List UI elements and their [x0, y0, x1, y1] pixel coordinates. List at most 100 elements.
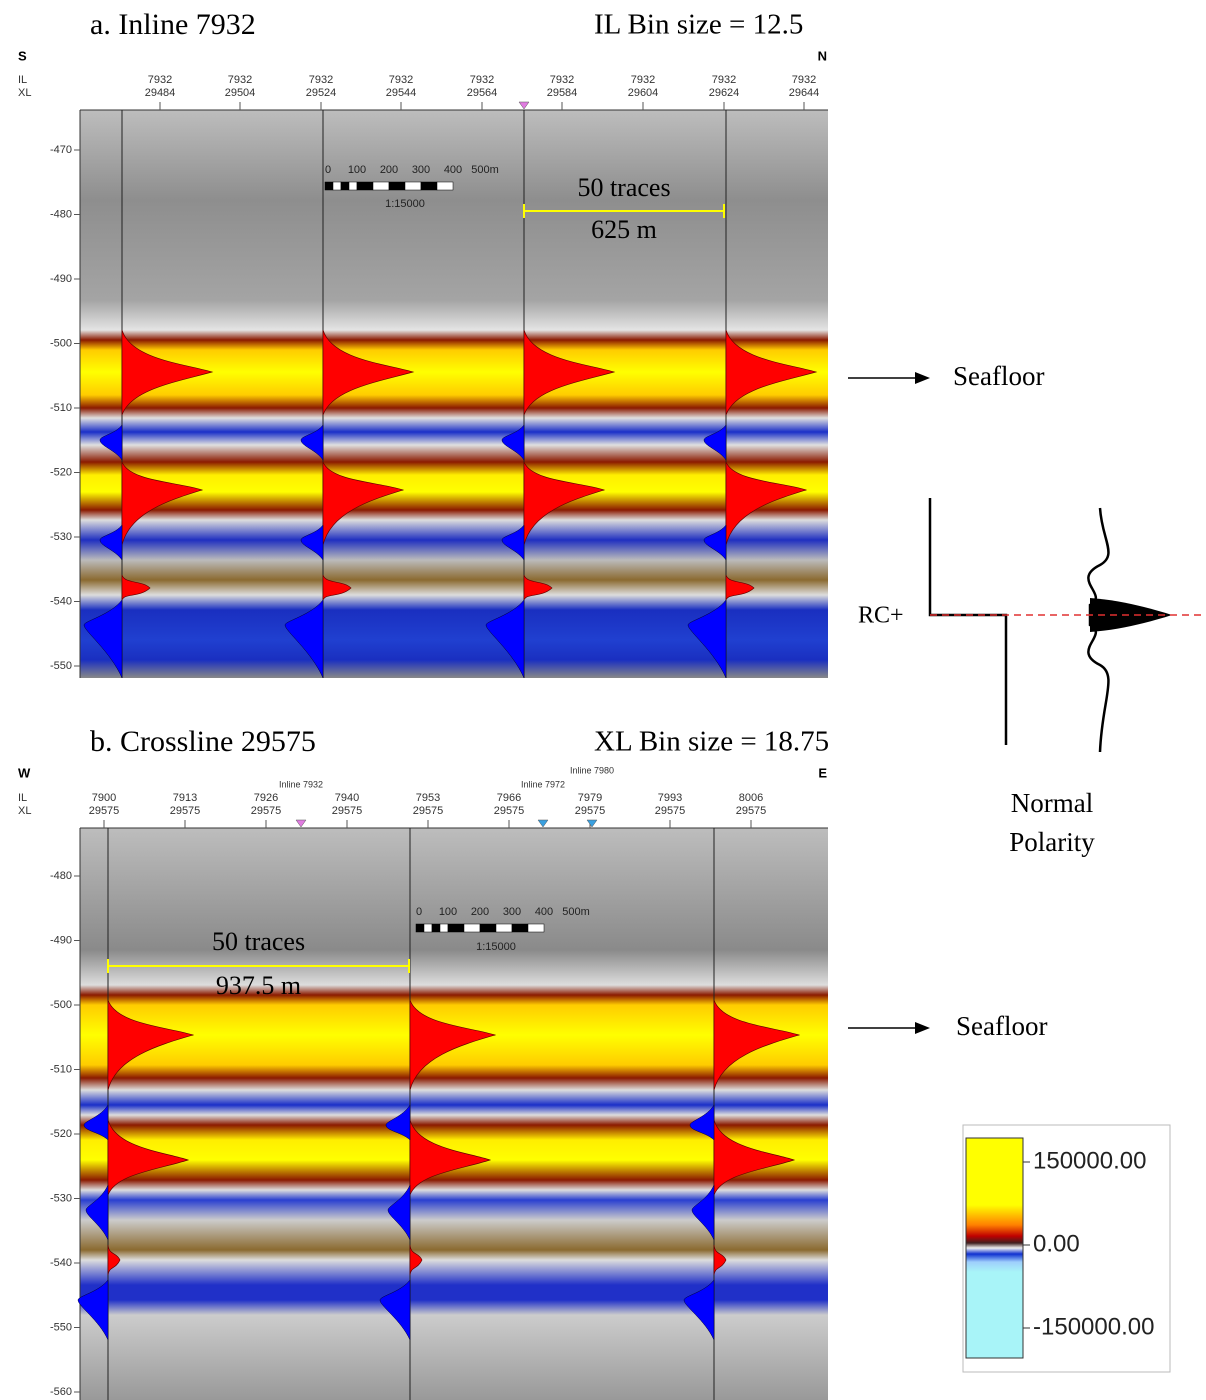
scale-segment — [405, 182, 421, 190]
depth-label: -540 — [50, 595, 72, 607]
polarity-label: RC+ — [858, 603, 904, 629]
direction-right: E — [818, 765, 827, 780]
scale-ratio: 1:15000 — [476, 941, 516, 953]
depth-label: -520 — [50, 466, 72, 478]
column-xl: 29644 — [789, 87, 820, 99]
column-xl: 29604 — [628, 87, 659, 99]
column-il: 7932 — [389, 74, 413, 86]
scale-ratio: 1:15000 — [385, 198, 425, 210]
column-xl: 29575 — [413, 805, 444, 817]
depth-label: -480 — [50, 208, 72, 220]
column-xl: 29575 — [655, 805, 686, 817]
scale-segment — [528, 924, 544, 932]
scale-segment — [437, 182, 453, 190]
scale-label: 0 — [416, 906, 422, 918]
column-xl: 29575 — [251, 805, 282, 817]
column-il: 7900 — [92, 792, 116, 804]
arrow-head — [915, 1022, 930, 1034]
row-label: XL — [18, 805, 31, 817]
depth-label: -510 — [50, 402, 72, 414]
scale-segment — [424, 924, 432, 932]
scale-segment — [512, 924, 528, 932]
depth-label: -510 — [50, 1063, 72, 1075]
colorbar-label: 0.00 — [1033, 1230, 1080, 1257]
column-xl: 29544 — [386, 87, 417, 99]
bin-size: IL Bin size = 12.5 — [594, 9, 803, 41]
inline-marker: Inline 7972 — [521, 779, 565, 789]
panel-title: a. Inline 7932 — [90, 8, 256, 41]
column-xl: 29575 — [736, 805, 767, 817]
row-label: XL — [18, 87, 31, 99]
depth-label: -470 — [50, 144, 72, 156]
scale-segment — [440, 924, 448, 932]
column-il: 7926 — [254, 792, 278, 804]
arrow-head — [915, 372, 930, 384]
scale-segment — [432, 924, 440, 932]
scale-label: 500m — [562, 906, 590, 918]
column-xl: 29624 — [709, 87, 740, 99]
scale-segment — [421, 182, 437, 190]
scale-segment — [357, 182, 373, 190]
depth-label: -560 — [50, 1386, 72, 1398]
scale-segment — [496, 924, 512, 932]
column-xl: 29584 — [547, 87, 578, 99]
depth-label: -500 — [50, 337, 72, 349]
scale-segment — [416, 924, 424, 932]
column-il: 8006 — [739, 792, 763, 804]
polarity-caption: Normal — [1011, 788, 1093, 818]
scale-segment — [464, 924, 480, 932]
scale-segment — [448, 924, 464, 932]
annotation: Seafloor — [956, 1011, 1047, 1041]
scale-label: 400 — [535, 906, 553, 918]
depth-label: -520 — [50, 1128, 72, 1140]
direction-left: S — [18, 48, 27, 63]
scale-label: 300 — [412, 164, 430, 176]
scale-segment — [341, 182, 349, 190]
depth-label: -530 — [50, 1192, 72, 1204]
measure-distance: 937.5 m — [216, 971, 301, 1000]
column-xl: 29564 — [467, 87, 498, 99]
column-xl: 29575 — [575, 805, 606, 817]
marker-triangle — [538, 820, 548, 827]
scale-segment — [480, 924, 496, 932]
depth-label: -490 — [50, 934, 72, 946]
scale-segment — [373, 182, 389, 190]
column-il: 7932 — [792, 74, 816, 86]
bin-size: XL Bin size = 18.75 — [594, 726, 829, 758]
scale-segment — [333, 182, 341, 190]
panel-title: b. Crossline 29575 — [90, 725, 316, 758]
inline-marker: Inline 7932 — [279, 779, 323, 789]
depth-label: -490 — [50, 273, 72, 285]
measure-traces: 50 traces — [577, 173, 670, 202]
depth-label: -500 — [50, 999, 72, 1011]
column-il: 7979 — [578, 792, 602, 804]
direction-right: N — [818, 48, 827, 63]
scale-label: 100 — [348, 164, 366, 176]
column-xl: 29524 — [306, 87, 337, 99]
column-il: 7932 — [228, 74, 252, 86]
depth-label: -550 — [50, 660, 72, 672]
scale-label: 300 — [503, 906, 521, 918]
column-il: 7940 — [335, 792, 359, 804]
marker-triangle — [296, 820, 306, 827]
figure: a. Inline 7932IL Bin size = 12.5SNILXL79… — [0, 0, 1206, 1400]
scale-label: 400 — [444, 164, 462, 176]
row-label: IL — [18, 74, 27, 86]
colorbar — [966, 1138, 1023, 1358]
column-il: 7932 — [470, 74, 494, 86]
column-xl: 29575 — [332, 805, 363, 817]
row-label: IL — [18, 792, 27, 804]
column-xl: 29575 — [170, 805, 201, 817]
seismic-section — [80, 110, 828, 678]
scale-segment — [349, 182, 357, 190]
scale-label: 500m — [471, 164, 499, 176]
polarity-caption: Polarity — [1009, 827, 1095, 857]
depth-label: -530 — [50, 531, 72, 543]
column-xl: 29484 — [145, 87, 176, 99]
column-il: 7953 — [416, 792, 440, 804]
direction-left: W — [18, 765, 31, 780]
marker-triangle — [587, 820, 597, 827]
scale-label: 100 — [439, 906, 457, 918]
measure-traces: 50 traces — [212, 927, 305, 956]
column-xl: 29575 — [89, 805, 120, 817]
